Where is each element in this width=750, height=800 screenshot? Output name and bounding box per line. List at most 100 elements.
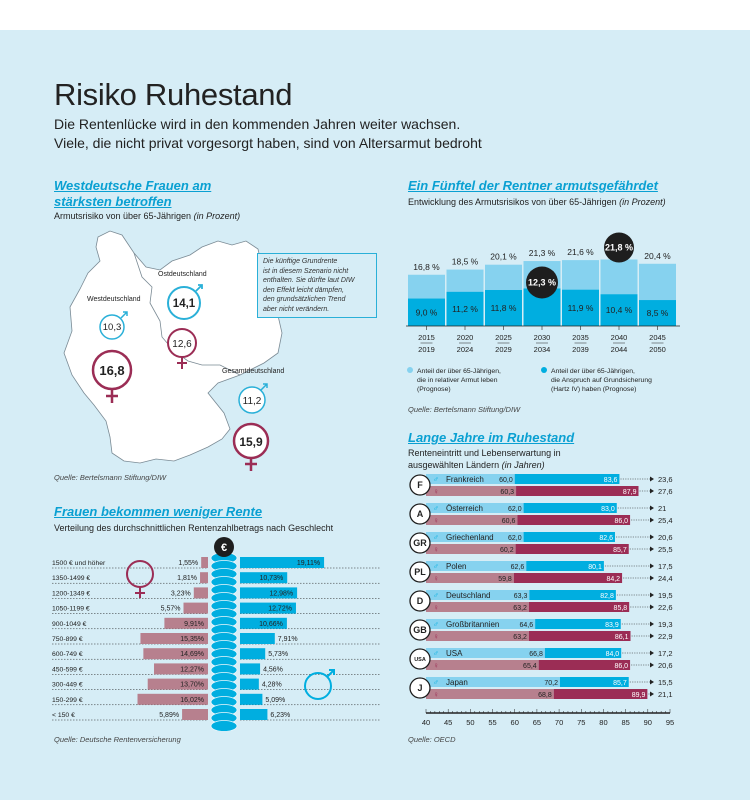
label-male-entry: 70,2: [544, 680, 558, 687]
west-region-figures: Westdeutschland 10,3 16,8: [87, 296, 141, 403]
x-tick-label: 2045: [649, 333, 666, 342]
bar-male: [240, 557, 325, 568]
note-line: den Effekt leicht dämpfen,: [263, 286, 344, 294]
label-male-life: 82,6: [599, 535, 613, 542]
bar-female: [154, 663, 208, 675]
bar-female-working-years: [426, 573, 514, 583]
bar-label-relative-poverty: 20,4 %: [644, 251, 671, 261]
pension-chart-subtitle: Verteilung des durchschnittlichen Renten…: [54, 523, 334, 533]
x-tick-label: 2044: [611, 345, 628, 354]
diff-arrow: [650, 592, 654, 598]
x-tick-label: 40: [422, 718, 430, 727]
label-female-entry: 65,4: [523, 663, 537, 670]
country-badge: [409, 503, 431, 525]
label-male-diff: 21: [658, 504, 666, 513]
country-code: PL: [414, 567, 426, 577]
bar-label-female: 16,02%: [180, 697, 204, 704]
male-circle: [167, 286, 201, 320]
legend-text: die Anspruch auf Grundsicherung: [551, 377, 652, 384]
bar-label-female: 5,89%: [159, 712, 179, 719]
country-badge: [409, 474, 431, 496]
bar-label-female: 15,35%: [180, 636, 204, 643]
label-female-diff: 21,1: [658, 690, 673, 699]
country-code: A: [417, 509, 424, 519]
retirement-chart-title: Lange Jahre im Ruhestand: [408, 430, 575, 445]
bar-female-working-years: [426, 486, 517, 496]
bar-female-working-years: [426, 602, 529, 612]
euro-symbol: €: [221, 542, 227, 554]
bar-male-retirement-years: [535, 619, 621, 629]
label-female-life: 86,1: [615, 634, 629, 641]
country-badge: [409, 648, 431, 670]
label-female-entry: 60,2: [500, 547, 514, 554]
category-label: 450-599 €: [52, 666, 83, 673]
east-female-value: 12,6: [172, 339, 192, 350]
label-female-diff: 24,4: [658, 574, 673, 583]
female-symbol-cross: [135, 587, 145, 598]
x-tick-label: 70: [555, 718, 563, 727]
legend-text: Anteil der über 65-Jährigen,: [417, 368, 501, 375]
x-tick-label: 2024: [457, 345, 474, 354]
map-subtitle: Armutsrisiko von über 65-Jährigen (in Pr…: [54, 211, 241, 221]
bar-male-retirement-years: [544, 648, 622, 658]
male-circle: [238, 386, 266, 414]
diff-arrow: [650, 546, 654, 552]
coin: [210, 720, 238, 731]
x-tick-label: 2015: [418, 333, 435, 342]
legend-text: (Hartz IV) haben (Prognose): [551, 386, 636, 393]
label-male-diff: 15,5: [658, 678, 673, 687]
female-symbol-icon: [245, 458, 257, 471]
label-male-entry: 62,6: [511, 564, 525, 571]
label-male-entry: 60,0: [499, 477, 513, 484]
female-symbol-icon: ♀: [433, 603, 439, 612]
page-subtitle-line2: Viele, die nicht privat vorgesorgt haben…: [54, 135, 482, 151]
bar-female: [140, 633, 208, 644]
label-female-life: 84,2: [606, 576, 620, 583]
bar-label-grundsicherung: 8,5 %: [647, 308, 669, 318]
label-male-life: 83,9: [605, 622, 619, 629]
note-line: aber nicht verändern.: [263, 305, 330, 313]
bar-male-working-years: [426, 619, 536, 629]
female-symbol-icon: ♀: [433, 545, 439, 554]
x-tick-label: 2020: [457, 333, 474, 342]
x-tick-label: 65: [533, 718, 541, 727]
label-male-life: 82,8: [600, 593, 614, 600]
label-female-diff: 27,6: [658, 487, 673, 496]
category-label: 150-299 €: [52, 697, 83, 704]
note-line: ist in diesem Szenario nicht: [263, 267, 349, 275]
bar-male-working-years: [426, 648, 545, 658]
label-female-entry: 60,3: [500, 489, 514, 496]
bar-label-relative-poverty: 21,3 %: [529, 248, 556, 258]
bar-female-retirement-years: [513, 573, 623, 583]
x-tick-label: 2030: [534, 333, 551, 342]
category-label: 1200-1349 €: [52, 590, 90, 597]
bar-female-retirement-years: [515, 544, 629, 554]
bar-label-female: 13,70%: [180, 682, 204, 689]
label-female-life: 86,0: [614, 518, 628, 525]
label-male-life: 85,7: [613, 680, 627, 687]
bar-male: [240, 693, 263, 705]
bar-male: [240, 572, 288, 584]
bar-female-retirement-years: [553, 689, 648, 699]
poverty-chart-source: Quelle: Bertelsmann Stiftung/DIW: [408, 405, 521, 414]
country-code: GB: [413, 625, 427, 635]
bar-male: [240, 709, 268, 720]
bar-label-male: 7,91%: [278, 636, 298, 643]
female-symbol-icon: ♀: [433, 661, 439, 670]
label-male-entry: 66,8: [529, 651, 543, 658]
bar-label-male: 12,72%: [268, 606, 292, 613]
x-tick-label: 80: [599, 718, 607, 727]
bar-male: [240, 617, 287, 629]
country-name: Frankreich: [446, 475, 484, 484]
map-section-title: Westdeutsche Frauen am stärksten betroff…: [54, 178, 211, 210]
male-symbol-icon: ♂: [433, 504, 439, 513]
bar-male-working-years: [426, 561, 527, 571]
category-label: < 150 €: [52, 712, 75, 719]
west-female-value: 16,8: [99, 363, 124, 378]
total-female-value: 15,9: [239, 435, 263, 449]
x-tick-label: 2035: [572, 333, 589, 342]
bar-label-relative-poverty: 16,8 %: [413, 262, 440, 272]
label-female-life: 85,8: [614, 605, 628, 612]
male-symbol-icon: ♂: [433, 533, 439, 542]
x-tick-label: 2019: [418, 345, 435, 354]
